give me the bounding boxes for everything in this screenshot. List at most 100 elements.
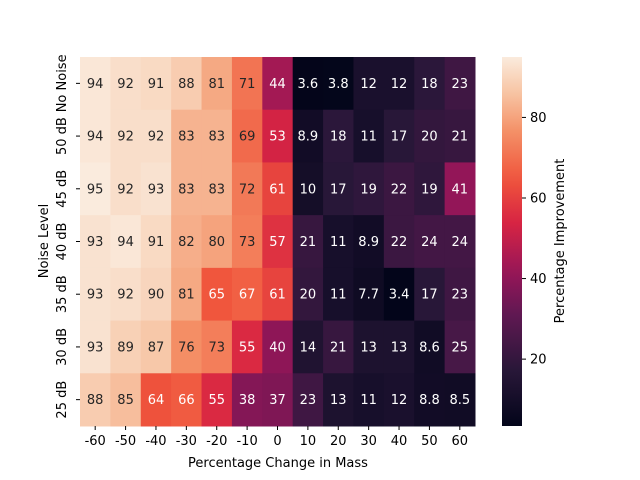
colorbar: [502, 57, 522, 426]
cell-value-label: 91: [148, 235, 165, 250]
cell-value-label: 93: [87, 235, 104, 250]
heatmap-cell: [353, 215, 385, 269]
heatmap-cell: [353, 373, 385, 427]
cell-value-label: 8.6: [419, 340, 440, 355]
heatmap-cell: [444, 267, 476, 322]
heatmap-cell: [140, 162, 172, 216]
cell-value-label: 19: [421, 182, 438, 197]
cell-value-label: 71: [239, 77, 256, 92]
heatmap-cell: [414, 267, 446, 322]
heatmap-cell: [323, 320, 354, 374]
heatmap-cell: [110, 320, 142, 374]
heatmap-cell: [353, 162, 385, 216]
heatmap-cell: [292, 320, 324, 374]
cell-value-label: 72: [239, 182, 256, 197]
heatmap-cell: [262, 373, 294, 427]
heatmap-cell: [383, 57, 415, 111]
heatmap-cell: [110, 109, 142, 163]
cell-value-label: 8.9: [298, 130, 319, 145]
cell-value-label: 81: [208, 77, 225, 92]
cell-value-label: 93: [148, 182, 165, 197]
x-tick-label: 50: [421, 434, 438, 449]
cell-value-label: 14: [300, 340, 317, 355]
heatmap-cell: [444, 373, 476, 427]
cell-value-label: 83: [208, 182, 225, 197]
cell-value-label: 91: [148, 77, 165, 92]
cell-value-label: 24: [452, 235, 469, 250]
x-tick-label: -40: [145, 434, 166, 449]
y-tick-label: 40 dB: [55, 223, 70, 261]
x-tick-label: 40: [391, 434, 408, 449]
cell-value-label: 80: [208, 235, 225, 250]
heatmap-cell: [323, 373, 354, 427]
x-tick-label: 60: [452, 434, 469, 449]
cell-value-label: 23: [452, 288, 469, 303]
x-tick-label: 30: [360, 434, 377, 449]
cell-value-label: 92: [117, 182, 134, 197]
cell-value-label: 24: [421, 235, 438, 250]
cell-value-label: 11: [360, 130, 377, 145]
heatmap-cell: [383, 267, 415, 322]
heatmap-cell: [444, 215, 476, 269]
heatmap-cell: [140, 109, 172, 163]
cell-value-label: 88: [178, 77, 195, 92]
cell-value-label: 8.5: [449, 393, 470, 408]
heatmap-cell: [353, 320, 385, 374]
cell-value-label: 65: [208, 288, 225, 303]
cell-value-label: 10: [300, 182, 317, 197]
cell-value-label: 93: [87, 340, 104, 355]
heatmap-cell: [262, 57, 294, 111]
heatmap-cell: [110, 373, 142, 427]
heatmap-cell: [323, 109, 354, 163]
cell-value-label: 23: [452, 77, 469, 92]
x-tick-label: -60: [85, 434, 106, 449]
cell-value-label: 83: [178, 182, 195, 197]
cell-value-label: 92: [117, 288, 134, 303]
heatmap-cell: [444, 162, 476, 216]
heatmap-cell: [110, 215, 142, 269]
heatmap-cell: [383, 162, 415, 216]
heatmap-cell: [444, 320, 476, 374]
cell-value-label: 64: [148, 393, 165, 408]
heatmap-cell: [414, 57, 446, 111]
cell-value-label: 85: [117, 393, 134, 408]
x-axis-ticks: -60 -50 -40 -30 -20 -10 0 10 20 30 40 50 60: [85, 426, 469, 449]
heatmap-cell: [140, 320, 172, 374]
y-tick-label: 25 dB: [55, 381, 70, 419]
cell-value-label: 18: [330, 130, 347, 145]
x-tick-label: -50: [115, 434, 136, 449]
cell-value-label: 41: [452, 182, 469, 197]
cell-value-label: 37: [269, 393, 286, 408]
cell-value-label: 69: [239, 130, 256, 145]
cell-value-label: 22: [391, 235, 408, 250]
heatmap-cell: [110, 57, 142, 111]
heatmap-cell: [80, 109, 111, 163]
cell-value-label: 19: [360, 182, 377, 197]
cell-value-label: 82: [178, 235, 195, 250]
cell-value-label: 73: [208, 340, 225, 355]
cell-value-label: 8.9: [358, 235, 379, 250]
cell-value-label: 66: [178, 393, 195, 408]
cell-value-label: 20: [300, 288, 317, 303]
cell-value-label: 17: [421, 288, 438, 303]
cell-value-label: 92: [117, 130, 134, 145]
y-tick-label: 45 dB: [55, 170, 70, 208]
heatmap-cell: [262, 320, 294, 374]
heatmap-cell: [262, 267, 294, 322]
cell-value-label: 81: [178, 288, 195, 303]
heatmap-cell: [383, 215, 415, 269]
heatmap-cell: [171, 320, 203, 374]
heatmap-cell: [80, 320, 111, 374]
cell-value-label: 13: [330, 393, 347, 408]
heatmap-cell: [80, 215, 111, 269]
heatmap-cell: [140, 267, 172, 322]
cell-value-label: 73: [239, 235, 256, 250]
heatmap-cell: [383, 373, 415, 427]
heatmap-cell: [292, 215, 324, 269]
colorbar-tick-label: 40: [530, 272, 547, 287]
heatmap-cell: [231, 373, 263, 427]
x-tick-label: 20: [330, 434, 347, 449]
cell-value-label: 40: [269, 340, 286, 355]
cell-value-label: 94: [87, 130, 104, 145]
heatmap-cell: [323, 267, 354, 322]
